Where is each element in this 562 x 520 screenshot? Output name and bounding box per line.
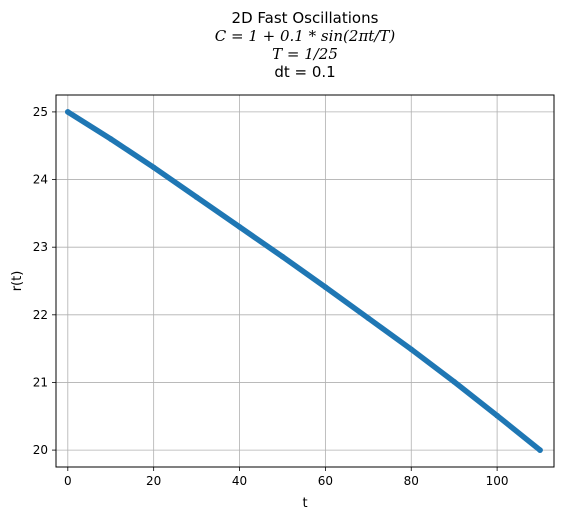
- grid: [56, 95, 554, 467]
- x-tick-label: 100: [486, 474, 509, 488]
- title-line-formula: C = 1 + 0.1 * sin(2πt/T): [214, 27, 396, 45]
- y-tick-label: 22: [33, 308, 48, 322]
- axes-frame: [55, 94, 555, 468]
- data-point: [322, 284, 329, 290]
- data-point: [279, 253, 286, 260]
- x-axis: 0 20 40 60 80 100: [64, 467, 509, 488]
- title-line-timestep: dt = 0.1: [274, 63, 336, 81]
- y-tick-label: 25: [33, 105, 48, 119]
- data-point: [537, 447, 543, 453]
- y-tick-label: 24: [33, 173, 48, 187]
- series-line: [65, 109, 543, 453]
- data-point: [494, 412, 500, 419]
- data-point: [365, 315, 372, 322]
- x-axis-label: t: [302, 496, 307, 511]
- x-tick-label: 80: [404, 474, 419, 488]
- y-tick-label: 20: [33, 443, 48, 457]
- y-tick-label: 21: [33, 375, 48, 389]
- title-line-period: T = 1/25: [272, 45, 338, 63]
- data-point: [408, 346, 415, 353]
- data-point: [193, 194, 200, 200]
- data-point: [236, 224, 243, 230]
- data-point: [107, 136, 114, 142]
- title-line-main: 2D Fast Oscillations: [231, 9, 379, 27]
- x-tick-label: 60: [318, 474, 333, 488]
- y-axis: 20 21 22 23 24 25: [33, 105, 56, 457]
- y-tick-label: 23: [33, 240, 48, 254]
- x-tick-label: 0: [64, 474, 72, 488]
- y-axis-label: r(t): [10, 271, 25, 292]
- chart-title: 2D Fast Oscillations C = 1 + 0.1 * sin(2…: [56, 9, 554, 81]
- data-point: [150, 164, 157, 171]
- data-point: [65, 109, 71, 115]
- data-point: [451, 378, 457, 385]
- series-group: [65, 109, 543, 453]
- x-tick-label: 20: [146, 474, 161, 488]
- x-tick-label: 40: [232, 474, 247, 488]
